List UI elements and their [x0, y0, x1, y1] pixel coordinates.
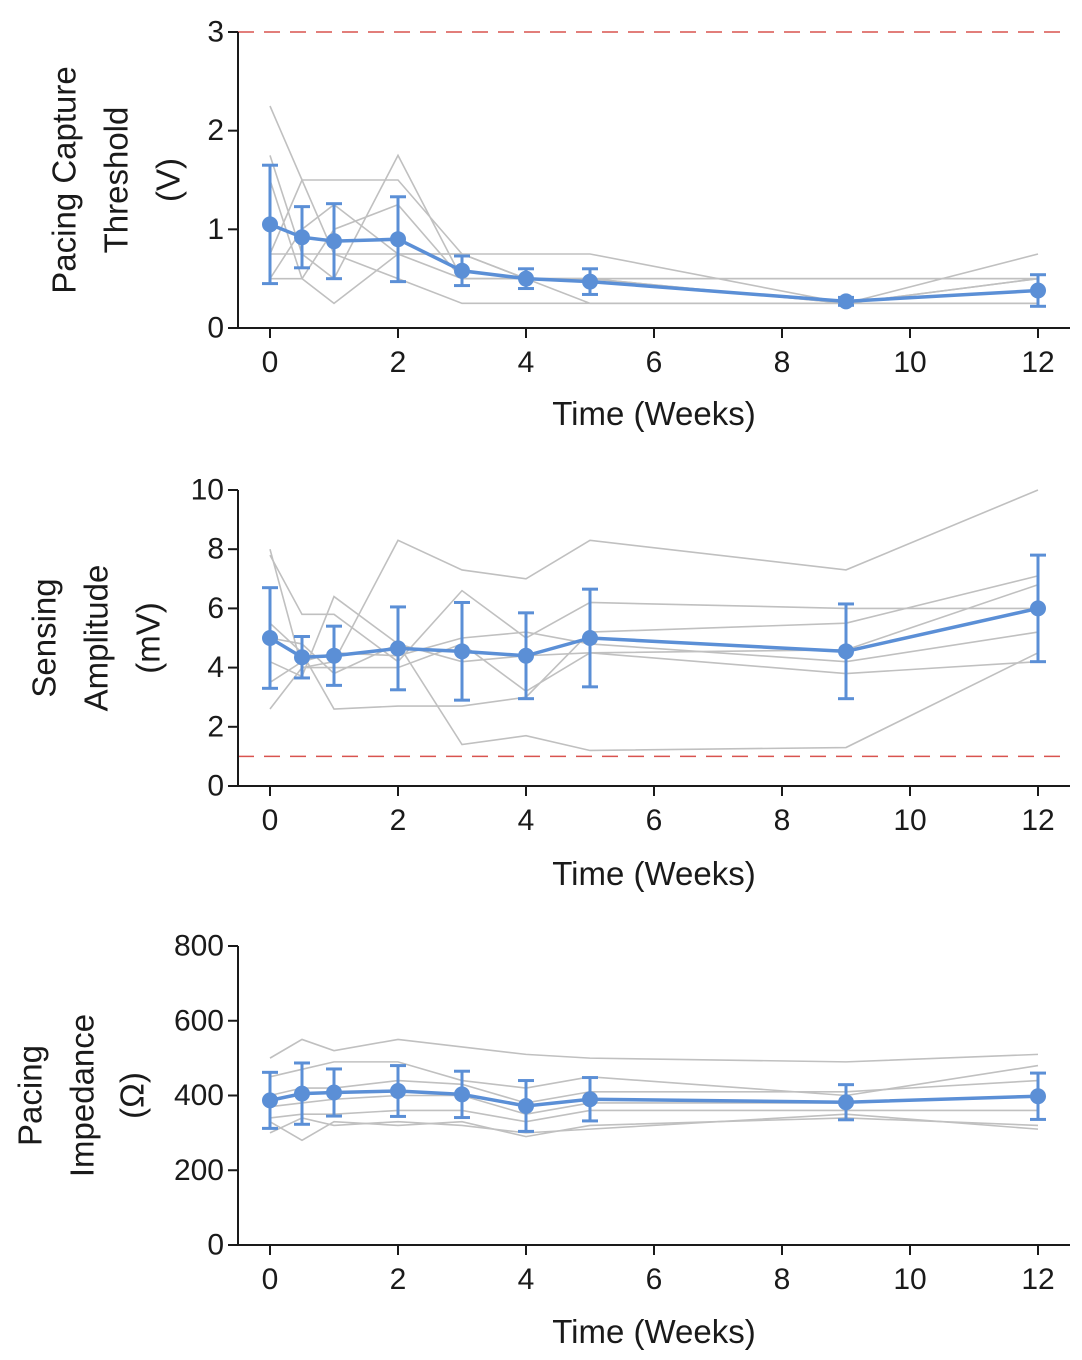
individual-line-2 — [269, 153, 1039, 305]
x-tick-label: 10 — [893, 346, 926, 379]
x-tick-label: 10 — [893, 804, 926, 837]
individual-line-1 — [269, 489, 1039, 669]
individual-line-1 — [269, 1038, 1039, 1063]
x-tick-label: 12 — [1021, 346, 1054, 379]
mean-point — [582, 273, 598, 290]
mean-point — [262, 1092, 278, 1109]
x-tick-label: 12 — [1021, 804, 1054, 837]
x-tick-label: 4 — [518, 1263, 535, 1296]
mean-point — [390, 1083, 406, 1100]
y-axis-label-line-2: Impedance — [64, 1014, 101, 1177]
mean-point — [454, 262, 470, 279]
x-tick-label: 4 — [518, 804, 535, 837]
y-axis-label-line-2: Amplitude — [78, 565, 115, 712]
mean-point — [390, 640, 406, 657]
y-tick-label: 0 — [207, 1229, 224, 1262]
y-tick-label: 3 — [207, 16, 224, 49]
y-axis-label-line-1: Sensing — [26, 578, 63, 697]
x-tick-label: 6 — [646, 1263, 663, 1296]
y-tick-label: 4 — [207, 651, 224, 684]
y-axis-label-line-3: (mV) — [130, 602, 167, 673]
mean-point — [838, 1094, 854, 1111]
mean-point — [262, 216, 278, 233]
y-tick-label: 200 — [174, 1154, 224, 1187]
mean-point — [294, 649, 310, 666]
x-tick-label: 8 — [774, 1263, 791, 1296]
individual-line-7 — [269, 1113, 1039, 1134]
x-tick-label: 2 — [390, 1263, 407, 1296]
mean-point — [1030, 600, 1046, 617]
x-tick-label: 6 — [646, 346, 663, 379]
y-tick-label: 8 — [207, 533, 224, 566]
x-axis-label: Time (Weeks) — [552, 1313, 756, 1350]
x-tick-label: 0 — [262, 1263, 279, 1296]
x-tick-label: 4 — [518, 346, 535, 379]
y-tick-label: 10 — [191, 474, 224, 507]
x-tick-label: 0 — [262, 804, 279, 837]
individual-line-2 — [269, 554, 1038, 663]
individual-line-4 — [269, 595, 1039, 752]
y-tick-label: 0 — [207, 770, 224, 803]
mean-point — [326, 1084, 342, 1101]
pacing-impedance-panel: 0 200 400 600 800 0 2 4 6 8 10 12 Time (Weeks) Pacing… — [12, 930, 1070, 1350]
sensing-amplitude-panel: 0 2 4 6 8 10 0 2 4 6 8 10 12 Time (Weeks) Sensing Ampli… — [26, 474, 1070, 892]
individual-line-6 — [269, 1117, 1039, 1142]
mean-point — [390, 231, 406, 248]
x-axis-label: Time (Weeks) — [552, 855, 756, 892]
x-tick-label: 2 — [390, 346, 407, 379]
x-tick-label: 0 — [262, 346, 279, 379]
mean-point — [1030, 282, 1046, 299]
mean-point — [326, 233, 342, 250]
y-tick-label: 6 — [207, 592, 224, 625]
individual-line-4 — [269, 177, 1039, 305]
y-tick-label: 1 — [207, 213, 224, 246]
mean-point — [262, 630, 278, 646]
y-tick-label: 800 — [174, 930, 224, 963]
y-axis-label-line-1: Pacing — [12, 1045, 49, 1146]
y-tick-label: 400 — [174, 1079, 224, 1112]
mean-point — [294, 229, 310, 246]
x-tick-label: 8 — [774, 804, 791, 837]
y-axis-label-line-2: Threshold — [98, 107, 135, 254]
y-tick-label: 2 — [207, 114, 224, 147]
x-tick-label: 12 — [1021, 1263, 1054, 1296]
mean-point — [454, 643, 470, 660]
x-tick-label: 2 — [390, 804, 407, 837]
individual-line-3 — [269, 575, 1039, 710]
y-tick-label: 0 — [207, 312, 224, 345]
x-tick-label: 8 — [774, 346, 791, 379]
mean-point — [294, 1085, 310, 1102]
x-tick-label: 10 — [893, 1263, 926, 1296]
mean-point — [518, 647, 534, 664]
mean-point — [1030, 1088, 1046, 1105]
mean-point — [582, 630, 598, 646]
y-axis-label-line-3: (V) — [150, 158, 187, 202]
y-axis-label-line-3: (Ω) — [114, 1072, 151, 1119]
y-axis-label-line-1: Pacing Capture — [46, 66, 83, 293]
mean-point — [838, 293, 854, 310]
mean-point — [518, 270, 534, 287]
individual-line-5 — [269, 643, 1039, 710]
mean-point — [582, 1091, 598, 1108]
x-axis-label: Time (Weeks) — [552, 395, 756, 432]
mean-point — [326, 647, 342, 664]
mean-point — [518, 1097, 534, 1114]
mean-point — [838, 643, 854, 660]
y-tick-label: 600 — [174, 1004, 224, 1037]
individual-line-7 — [270, 203, 1038, 280]
x-tick-label: 6 — [646, 804, 663, 837]
y-tick-label: 2 — [207, 710, 224, 743]
mean-point — [454, 1086, 470, 1103]
